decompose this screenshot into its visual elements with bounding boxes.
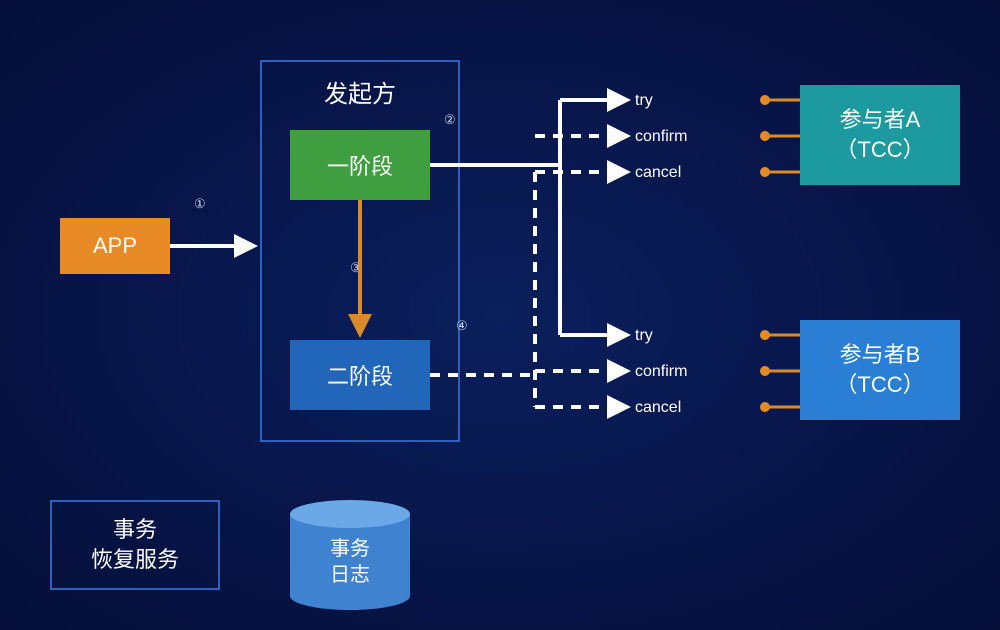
phase1-node: 一阶段 bbox=[290, 130, 430, 200]
participant-b-node: 参与者B （TCC） bbox=[800, 320, 960, 420]
recovery-line1: 事务 bbox=[91, 515, 179, 545]
step-4-marker: ④ bbox=[456, 318, 468, 334]
action-a-try: try bbox=[635, 92, 653, 110]
action-b-cancel: cancel bbox=[635, 399, 681, 417]
participant-b-line1: 参与者B bbox=[835, 340, 924, 370]
cylinder-top bbox=[290, 500, 410, 528]
phase2-label: 二阶段 bbox=[327, 359, 393, 391]
participant-a-line2: （TCC） bbox=[835, 135, 924, 165]
initiator-title: 发起方 bbox=[260, 74, 460, 109]
phase2-node: 二阶段 bbox=[290, 340, 430, 410]
participant-b-line2: （TCC） bbox=[835, 370, 924, 400]
step-3-marker: ③ bbox=[350, 260, 362, 276]
cylinder-text: 事务 日志 bbox=[290, 536, 410, 588]
step-1-marker: ① bbox=[194, 196, 206, 212]
participant-a-line1: 参与者A bbox=[835, 105, 924, 135]
action-a-confirm: confirm bbox=[635, 128, 687, 146]
app-label: APP bbox=[93, 233, 137, 259]
participant-a-node: 参与者A （TCC） bbox=[800, 85, 960, 185]
cyl-line2: 日志 bbox=[290, 562, 410, 588]
step-2-marker: ② bbox=[444, 112, 456, 128]
recovery-service-node: 事务 恢复服务 bbox=[50, 500, 220, 590]
cyl-line1: 事务 bbox=[290, 536, 410, 562]
action-b-confirm: confirm bbox=[635, 363, 687, 381]
recovery-line2: 恢复服务 bbox=[91, 545, 179, 575]
log-cylinder: 事务 日志 bbox=[290, 500, 410, 610]
phase1-label: 一阶段 bbox=[327, 149, 393, 181]
app-node: APP bbox=[60, 218, 170, 274]
action-b-try: try bbox=[635, 327, 653, 345]
action-a-cancel: cancel bbox=[635, 164, 681, 182]
